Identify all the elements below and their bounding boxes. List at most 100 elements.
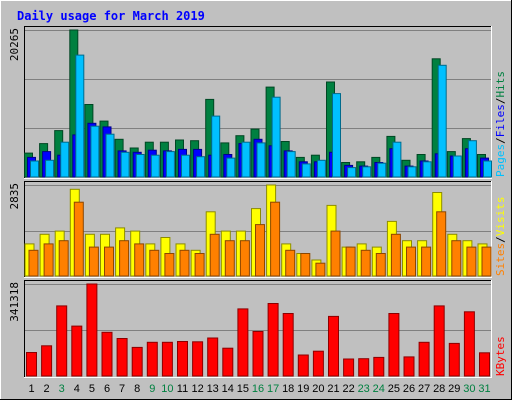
ymax-label: 2835 <box>8 183 21 210</box>
day-label-16: 16 <box>252 383 264 395</box>
day-label-28: 28 <box>433 383 445 395</box>
bar-pages-day-24 <box>377 162 387 178</box>
day-label-27: 27 <box>418 383 430 395</box>
day-label-1: 1 <box>28 383 34 395</box>
bar-sites-day-3 <box>58 240 69 277</box>
bar-sites-day-12 <box>194 253 205 277</box>
day-label-3: 3 <box>59 383 65 395</box>
bar-pages-day-1 <box>30 160 39 178</box>
day-label-25: 25 <box>388 383 400 395</box>
bar-sites-day-7 <box>119 240 130 277</box>
bar-sites-day-13 <box>209 233 220 277</box>
bar-sites-day-17 <box>270 201 281 277</box>
legend-entry-pages: Pages <box>494 144 507 177</box>
bar-kbytes-day-4 <box>71 325 83 377</box>
bar-kbytes-day-9 <box>146 341 158 377</box>
bar-sites-day-27 <box>421 246 432 277</box>
bar-kbytes-day-15 <box>237 308 249 377</box>
bar-pages-day-19 <box>301 163 311 178</box>
bar-pages-day-27 <box>422 161 432 178</box>
bar-pages-day-29 <box>452 155 462 178</box>
bar-pages-day-16 <box>256 142 266 178</box>
bar-pages-day-21 <box>332 93 341 178</box>
bar-pages-day-11 <box>181 154 190 178</box>
bar-kbytes-day-26 <box>403 356 415 377</box>
ymax-label: 341318 <box>8 282 21 322</box>
bar-kbytes-day-22 <box>343 358 355 377</box>
bar-sites-day-1 <box>28 249 39 277</box>
day-label-5: 5 <box>89 383 95 395</box>
day-label-11: 11 <box>177 383 188 395</box>
bar-pages-day-2 <box>45 159 55 178</box>
bar-sites-day-9 <box>149 249 160 277</box>
legend-entry-files: Files <box>494 104 507 137</box>
bar-pages-day-17 <box>271 96 281 178</box>
day-label-29: 29 <box>448 383 460 395</box>
bar-sites-day-10 <box>164 253 175 277</box>
bar-kbytes-day-19 <box>297 354 309 377</box>
bar-kbytes-day-2 <box>41 345 53 377</box>
bar-pages-day-20 <box>316 159 326 178</box>
bar-pages-day-5 <box>90 125 100 178</box>
bar-sites-day-30 <box>466 246 477 277</box>
bar-pages-day-7 <box>120 151 130 178</box>
bar-sites-day-29 <box>451 240 462 277</box>
day-label-14: 14 <box>222 383 234 395</box>
bar-pages-day-3 <box>60 141 70 178</box>
bar-kbytes-day-30 <box>463 311 475 377</box>
bar-sites-day-20 <box>315 262 326 277</box>
bar-kbytes-day-3 <box>56 305 68 377</box>
bar-kbytes-day-21 <box>328 315 339 377</box>
bar-pages-day-8 <box>135 154 145 178</box>
legend-hits-files-pages: Pages/Files/Hits <box>494 71 507 177</box>
bar-kbytes-day-25 <box>388 313 400 377</box>
day-label-23: 23 <box>358 383 370 395</box>
bar-pages-day-25 <box>392 141 402 178</box>
bar-sites-day-8 <box>134 243 145 277</box>
day-label-21: 21 <box>327 383 339 395</box>
legend-separator: / <box>494 98 507 105</box>
day-label-20: 20 <box>312 383 324 395</box>
day-label-19: 19 <box>297 383 309 395</box>
bar-sites-day-6 <box>104 246 114 277</box>
bar-sites-day-24 <box>375 253 386 277</box>
bar-kbytes-day-16 <box>252 331 264 377</box>
bar-sites-day-11 <box>179 249 190 277</box>
legend-entry-sites: Sites <box>494 243 507 276</box>
bar-pages-day-31 <box>483 160 492 178</box>
bar-sites-day-26 <box>406 246 416 277</box>
bar-sites-day-18 <box>285 249 296 277</box>
bar-kbytes-day-20 <box>312 350 324 377</box>
day-label-6: 6 <box>104 383 110 395</box>
bar-pages-day-26 <box>407 166 417 178</box>
day-label-12: 12 <box>191 383 203 395</box>
bar-sites-day-23 <box>360 249 371 277</box>
bar-sites-day-4 <box>73 201 84 277</box>
bar-kbytes-day-18 <box>282 313 294 377</box>
bar-kbytes-day-24 <box>373 356 385 377</box>
bar-pages-day-15 <box>241 141 251 178</box>
bar-pages-day-30 <box>467 140 477 178</box>
bar-kbytes-day-29 <box>448 342 460 377</box>
day-label-31: 31 <box>478 383 490 395</box>
bar-kbytes-day-17 <box>267 303 279 377</box>
bar-pages-day-28 <box>437 64 447 178</box>
legend-entry-visits: Visits <box>494 197 507 237</box>
bar-kbytes-day-13 <box>207 337 219 377</box>
ymax-label: 20265 <box>8 28 21 61</box>
bar-pages-day-9 <box>150 154 160 178</box>
bar-sites-day-28 <box>436 211 447 277</box>
bar-sites-day-14 <box>224 240 235 277</box>
bar-pages-day-23 <box>362 166 372 178</box>
bar-pages-day-12 <box>196 156 206 178</box>
bar-sites-day-15 <box>239 240 250 277</box>
bar-pages-day-22 <box>347 167 357 178</box>
legend-visits-sites: Sites/Visits <box>494 197 507 277</box>
bar-pages-day-4 <box>75 54 85 178</box>
bar-sites-day-16 <box>255 224 265 277</box>
day-label-4: 4 <box>74 383 80 395</box>
bar-kbytes-day-7 <box>116 338 128 377</box>
bar-pages-day-10 <box>165 151 175 178</box>
